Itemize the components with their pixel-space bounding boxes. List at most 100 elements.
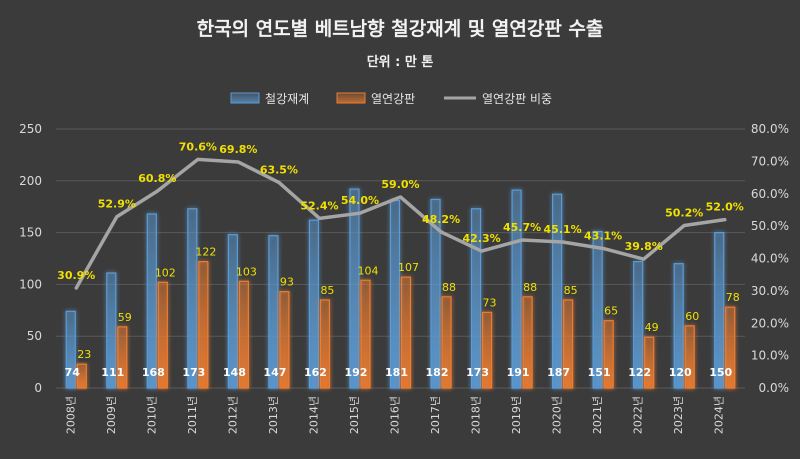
bar-hot-rolled	[279, 291, 290, 389]
y-left-tick-label: 150	[19, 226, 42, 240]
data-label-share: 43.1%	[584, 229, 622, 242]
bar-hot-rolled	[481, 311, 493, 389]
bar-steel	[349, 188, 360, 389]
data-label-hot-rolled: 85	[564, 284, 578, 297]
x-tick-label: 2010년	[145, 396, 158, 434]
x-tick-label: 2023년	[672, 396, 685, 434]
data-label-hot-rolled: 103	[236, 265, 257, 278]
share-point	[601, 246, 605, 250]
data-label-steel: 182	[426, 366, 449, 379]
data-label-steel: 74	[65, 366, 81, 379]
x-tick-label: 2012년	[226, 396, 239, 434]
bar-hot-rolled	[725, 306, 736, 389]
data-label-steel: 147	[263, 366, 286, 379]
legend-label-hot-rolled: 열연강판	[371, 92, 415, 106]
y-left-tick-label: 250	[19, 122, 42, 136]
data-label-steel: 173	[466, 366, 489, 379]
y-right-tick-label: 20.0%	[751, 316, 789, 330]
bar-hot-rolled	[603, 320, 614, 389]
share-line	[74, 157, 727, 290]
x-tick-label: 2011년	[186, 396, 199, 434]
data-label-steel: 181	[385, 366, 408, 379]
legend-swatch-steel	[230, 92, 260, 104]
x-tick-label: 2017년	[429, 396, 442, 434]
bar-steel	[673, 263, 684, 389]
data-label-steel: 122	[628, 366, 651, 379]
data-label-hot-rolled: 88	[442, 281, 456, 294]
data-label-hot-rolled: 60	[685, 310, 699, 323]
y-axis-left: 0 50 100 150 200 250	[19, 122, 42, 395]
share-point	[520, 238, 524, 242]
y-right-tick-label: 50.0%	[751, 219, 789, 233]
y-left-tick-label: 100	[19, 277, 42, 291]
bar-hot-rolled	[644, 336, 655, 389]
y-axis-right: 0.0% 10.0% 20.0% 30.0% 40.0% 50.0% 60.0% 70.0% 8…	[751, 122, 789, 395]
share-point	[74, 286, 78, 290]
bar-hot-rolled	[198, 261, 209, 389]
data-label-share: 52.4%	[300, 199, 338, 212]
bar-steel	[268, 235, 279, 389]
share-point	[561, 240, 565, 244]
share-point	[115, 215, 119, 219]
y-left-tick-label: 0	[34, 381, 42, 395]
bar-steel	[552, 193, 563, 389]
bar-hot-rolled	[522, 296, 533, 389]
data-label-steel: 162	[304, 366, 327, 379]
share-point	[196, 157, 200, 161]
data-label-hot-rolled: 93	[280, 276, 294, 289]
share-point	[723, 218, 727, 222]
bar-steel	[187, 208, 198, 389]
bar-hot-rolled	[117, 326, 128, 389]
y-right-tick-label: 0.0%	[759, 381, 790, 395]
data-label-share: 69.8%	[219, 143, 257, 156]
x-tick-label: 2018년	[470, 396, 483, 434]
chart-subtitle: 단위 : 만 톤	[367, 54, 434, 70]
bar-hot-rolled	[563, 299, 574, 389]
data-label-steel: 111	[101, 366, 124, 379]
data-labels: 74 23 111 59 168 102 173 122 148 103 147 93 162 85 192…	[57, 140, 744, 379]
bars	[65, 188, 736, 389]
data-label-hot-rolled: 85	[320, 284, 334, 297]
data-label-hot-rolled: 107	[398, 261, 419, 274]
share-point	[358, 211, 362, 215]
share-point	[277, 180, 281, 184]
x-tick-label: 2021년	[591, 396, 604, 434]
bar-steel	[633, 261, 644, 389]
data-label-hot-rolled: 73	[483, 296, 497, 309]
bar-hot-rolled	[157, 281, 168, 389]
x-tick-label: 2009년	[105, 396, 118, 434]
data-label-steel: 148	[223, 366, 246, 379]
legend-label-steel: 철강재계	[265, 92, 309, 106]
bar-hot-rolled	[360, 279, 371, 389]
data-label-steel: 120	[669, 366, 692, 379]
x-tick-label: 2015년	[348, 396, 361, 434]
y-right-tick-label: 70.0%	[751, 154, 789, 168]
share-point	[682, 223, 686, 227]
bar-hot-rolled	[400, 276, 412, 389]
x-tick-label: 2022년	[632, 396, 645, 434]
y-right-tick-label: 80.0%	[751, 122, 789, 136]
data-label-steel: 168	[142, 366, 165, 379]
data-label-share: 50.2%	[665, 206, 703, 219]
y-right-tick-label: 40.0%	[751, 252, 789, 266]
x-tick-label: 2014년	[307, 396, 320, 434]
share-point	[480, 249, 484, 253]
data-label-hot-rolled: 49	[645, 321, 659, 334]
x-axis: 2008년 2009년 2010년 2011년 2012년 2013년 2014년 2015년…	[64, 396, 725, 434]
bar-hot-rolled	[319, 299, 331, 389]
bar-steel	[308, 219, 320, 389]
data-label-steel: 187	[547, 366, 570, 379]
data-label-share: 48.2%	[422, 213, 460, 226]
data-label-share: 45.7%	[503, 221, 541, 234]
data-label-share: 52.0%	[706, 201, 744, 214]
x-tick-label: 2020년	[551, 396, 564, 434]
bar-hot-rolled	[441, 296, 452, 389]
data-label-share: 59.0%	[381, 178, 419, 191]
bar-steel	[592, 230, 603, 389]
data-label-share: 30.9%	[57, 269, 95, 282]
data-label-share: 45.1%	[544, 223, 582, 236]
share-point	[439, 230, 443, 234]
y-right-tick-label: 30.0%	[751, 284, 789, 298]
y-left-tick-label: 50	[27, 329, 42, 343]
